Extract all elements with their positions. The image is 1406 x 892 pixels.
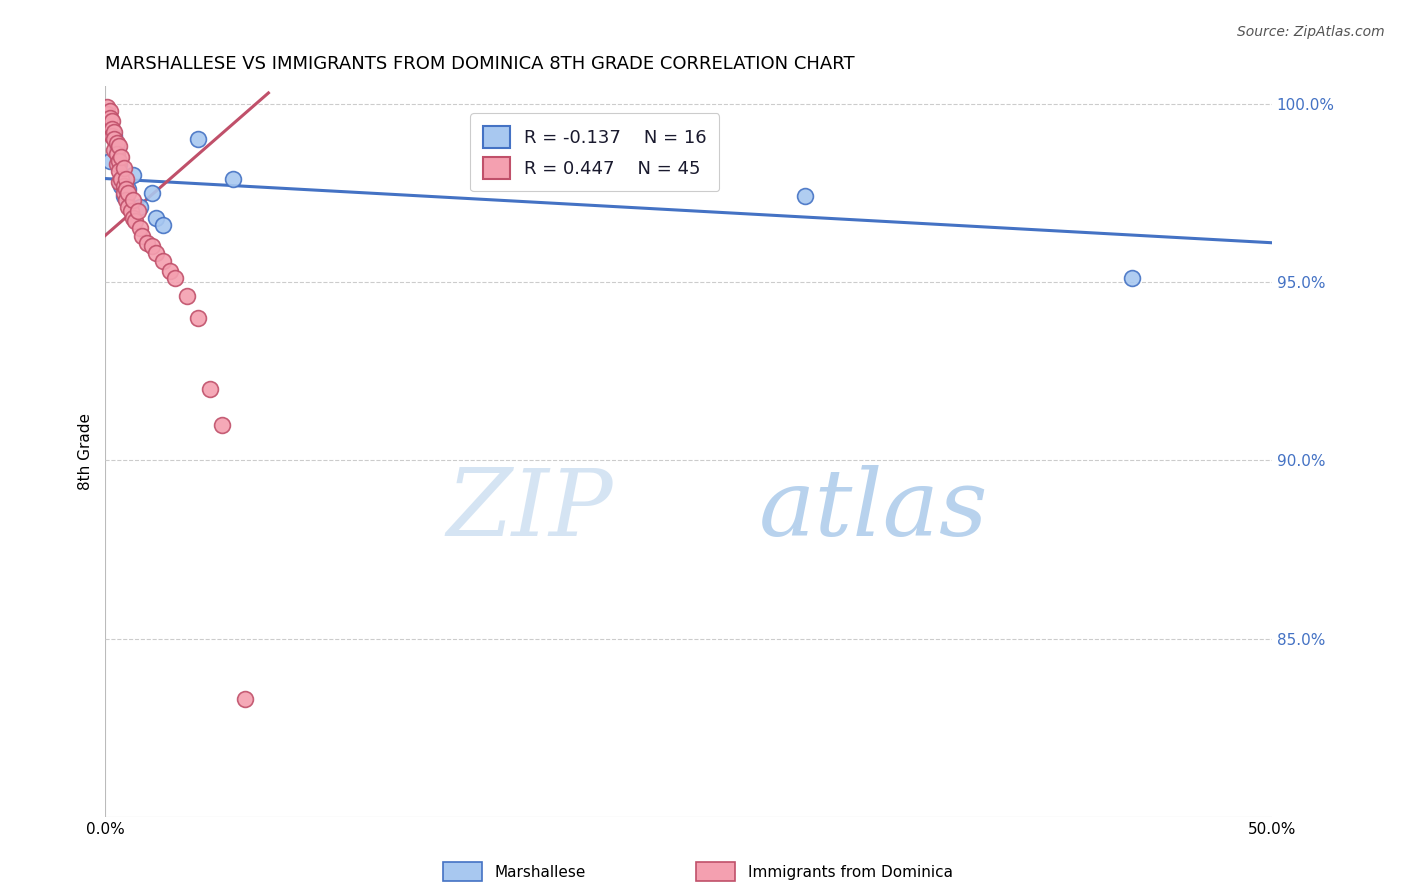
Point (101, 121, 124, 136)
Point (98, 153, 121, 168)
Point (117, 182, 139, 196)
Point (103, 132, 125, 146)
Point (96, 107, 118, 121)
Point (101, 128, 124, 143)
Point (233, 692, 256, 706)
Point (101, 114, 124, 128)
Point (145, 246, 167, 260)
Point (129, 221, 152, 235)
Point (141, 186, 163, 200)
Point (110, 178, 132, 193)
Point (112, 189, 135, 203)
Point (98, 103, 121, 118)
Point (165, 271, 187, 285)
Point (117, 186, 139, 200)
Point (222, 171, 245, 186)
Point (105, 136, 128, 150)
Point (108, 175, 131, 189)
Point (120, 203, 142, 218)
Point (122, 211, 145, 225)
Point (131, 228, 153, 243)
Point (115, 193, 138, 207)
Point (112, 161, 135, 175)
Point (98, 111, 121, 125)
Point (122, 193, 145, 207)
Point (108, 153, 131, 168)
Point (105, 146, 128, 161)
Point (159, 264, 181, 278)
Point (115, 182, 138, 196)
Point (105, 157, 128, 171)
Point (198, 382, 221, 396)
Point (110, 171, 132, 186)
Point (1121, 271, 1143, 285)
Point (117, 200, 139, 214)
Text: Source: ZipAtlas.com: Source: ZipAtlas.com (1237, 25, 1385, 39)
Point (211, 417, 233, 432)
Point (108, 139, 131, 153)
Point (129, 200, 152, 214)
Point (152, 253, 174, 268)
Point (141, 239, 163, 253)
Point (794, 189, 817, 203)
Point (112, 178, 135, 193)
Point (108, 164, 131, 178)
Point (105, 143, 128, 157)
Point (96, 100, 118, 114)
Point (112, 186, 135, 200)
Text: Immigrants from Dominica: Immigrants from Dominica (748, 865, 953, 880)
Point (115, 171, 138, 186)
Point (187, 132, 209, 146)
Point (108, 157, 131, 171)
Point (122, 168, 145, 182)
Point (152, 218, 174, 232)
Text: ZIP: ZIP (446, 465, 613, 555)
Text: Marshallese: Marshallese (495, 865, 586, 880)
Point (103, 143, 125, 157)
Point (103, 128, 125, 143)
Y-axis label: 8th Grade: 8th Grade (79, 413, 93, 490)
Point (110, 150, 132, 164)
Point (145, 211, 167, 225)
Point (176, 289, 198, 303)
Point (127, 203, 149, 218)
Point (136, 235, 159, 250)
Point (187, 310, 209, 325)
Point (103, 125, 125, 139)
Legend: R = -0.137    N = 16, R = 0.447    N = 45: R = -0.137 N = 16, R = 0.447 N = 45 (470, 113, 720, 192)
Text: atlas: atlas (758, 465, 988, 555)
Text: MARSHALLESE VS IMMIGRANTS FROM DOMINICA 8TH GRADE CORRELATION CHART: MARSHALLESE VS IMMIGRANTS FROM DOMINICA … (105, 55, 855, 73)
Point (124, 214, 146, 228)
